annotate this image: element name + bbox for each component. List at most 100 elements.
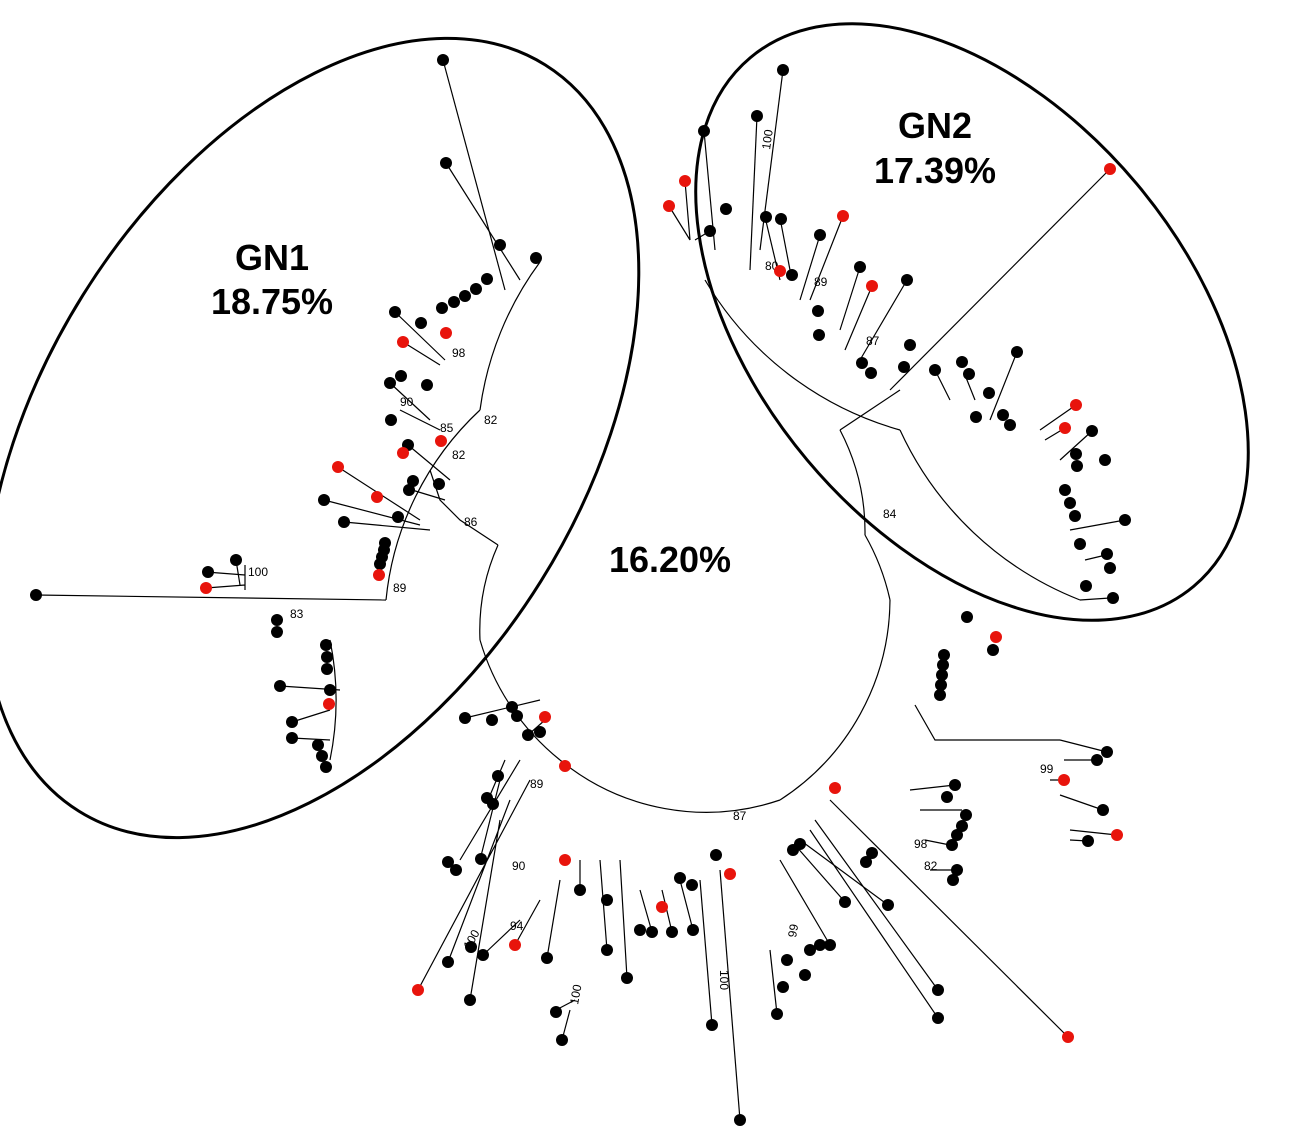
bootstrap-label: 100 xyxy=(248,565,268,579)
leaf-node-control xyxy=(904,339,916,351)
leaf-node-control xyxy=(1082,835,1094,847)
bootstrap-label: 100 xyxy=(717,970,731,990)
leaf-node-control xyxy=(786,269,798,281)
bootstrap-label: 82 xyxy=(924,859,938,873)
leaf-node-case xyxy=(866,280,878,292)
leaf-node-control xyxy=(601,894,613,906)
leaf-node-control xyxy=(385,414,397,426)
leaf-node-control xyxy=(421,379,433,391)
leaf-node-control xyxy=(970,411,982,423)
leaf-node-case xyxy=(774,265,786,277)
leaf-node-control xyxy=(814,939,826,951)
leaf-node-control xyxy=(771,1008,783,1020)
leaf-node-control xyxy=(1097,804,1109,816)
leaf-nodes xyxy=(30,54,1131,1126)
leaf-node-control xyxy=(494,239,506,251)
leaf-node-control xyxy=(932,1012,944,1024)
leaf-node-case xyxy=(990,631,1002,643)
leaf-node-case xyxy=(435,435,447,447)
leaf-node-control xyxy=(963,368,975,380)
leaf-node-control xyxy=(230,554,242,566)
leaf-node-case xyxy=(829,782,841,794)
leaf-node-control xyxy=(704,225,716,237)
leaf-node-case xyxy=(837,210,849,222)
leaf-node-control xyxy=(464,994,476,1006)
leaf-node-case xyxy=(663,200,675,212)
leaf-node-control xyxy=(475,853,487,865)
leaf-node-control xyxy=(812,305,824,317)
gn1-percent-label: 18.75% xyxy=(211,281,333,322)
bootstrap-label: 87 xyxy=(733,809,747,823)
leaf-node-control xyxy=(947,874,959,886)
leaf-node-control xyxy=(320,761,332,773)
leaf-node-control xyxy=(403,484,415,496)
leaf-node-control xyxy=(1070,448,1082,460)
leaf-node-control xyxy=(202,566,214,578)
leaf-node-case xyxy=(373,569,385,581)
leaf-node-control xyxy=(320,639,332,651)
leaf-node-control xyxy=(511,710,523,722)
leaf-node-case xyxy=(559,854,571,866)
leaf-node-control xyxy=(1071,460,1083,472)
leaf-node-control xyxy=(674,872,686,884)
leaf-node-control xyxy=(312,739,324,751)
leaf-node-control xyxy=(734,1114,746,1126)
bootstrap-label: 84 xyxy=(883,507,897,521)
gn2-name-label: GN2 xyxy=(898,105,972,146)
leaf-node-control xyxy=(787,844,799,856)
gn1-ellipse xyxy=(0,36,641,840)
bootstrap-label: 100 xyxy=(567,983,584,1005)
leaf-node-control xyxy=(459,290,471,302)
leaf-node-control xyxy=(932,984,944,996)
tree-branches xyxy=(35,59,1126,1121)
center-percent-label: 16.20% xyxy=(609,539,731,580)
leaf-node-control xyxy=(1011,346,1023,358)
leaf-node-control xyxy=(389,306,401,318)
leaf-node-control xyxy=(1101,746,1113,758)
leaf-node-control xyxy=(634,924,646,936)
bootstrap-label: 99 xyxy=(1040,762,1054,776)
leaf-node-control xyxy=(936,669,948,681)
leaf-node-control xyxy=(751,110,763,122)
leaf-node-control xyxy=(1064,497,1076,509)
leaf-node-control xyxy=(777,64,789,76)
leaf-node-control xyxy=(492,770,504,782)
leaf-node-case xyxy=(656,901,668,913)
bootstrap-label: 89 xyxy=(393,581,407,595)
leaf-node-control xyxy=(1059,484,1071,496)
leaf-node-control xyxy=(824,939,836,951)
leaf-node-control xyxy=(951,864,963,876)
leaf-node-control xyxy=(440,157,452,169)
leaf-node-case xyxy=(1059,422,1071,434)
leaf-node-case xyxy=(1058,774,1070,786)
leaf-node-control xyxy=(951,829,963,841)
bootstrap-label: 86 xyxy=(464,515,478,529)
leaf-node-control xyxy=(814,229,826,241)
leaf-node-control xyxy=(866,847,878,859)
leaf-node-control xyxy=(865,367,877,379)
leaf-node-control xyxy=(777,981,789,993)
leaf-node-control xyxy=(987,644,999,656)
leaf-node-control xyxy=(338,516,350,528)
leaf-node-control xyxy=(710,849,722,861)
leaf-node-control xyxy=(935,679,947,691)
leaf-node-case xyxy=(332,461,344,473)
leaf-node-control xyxy=(487,798,499,810)
leaf-node-control xyxy=(997,409,1009,421)
leaf-node-control xyxy=(854,261,866,273)
leaf-node-control xyxy=(698,125,710,137)
leaf-node-control xyxy=(929,364,941,376)
leaf-node-control xyxy=(1101,548,1113,560)
leaf-node-control xyxy=(481,273,493,285)
leaf-node-control xyxy=(395,370,407,382)
leaf-node-control xyxy=(465,941,477,953)
leaf-node-control xyxy=(1086,425,1098,437)
leaf-node-case xyxy=(1111,829,1123,841)
leaf-node-control xyxy=(686,879,698,891)
leaf-node-control xyxy=(392,511,404,523)
leaf-node-control xyxy=(470,283,482,295)
leaf-node-case xyxy=(371,491,383,503)
bootstrap-label: 90 xyxy=(400,395,414,409)
bootstrap-label: 99 xyxy=(785,923,801,939)
